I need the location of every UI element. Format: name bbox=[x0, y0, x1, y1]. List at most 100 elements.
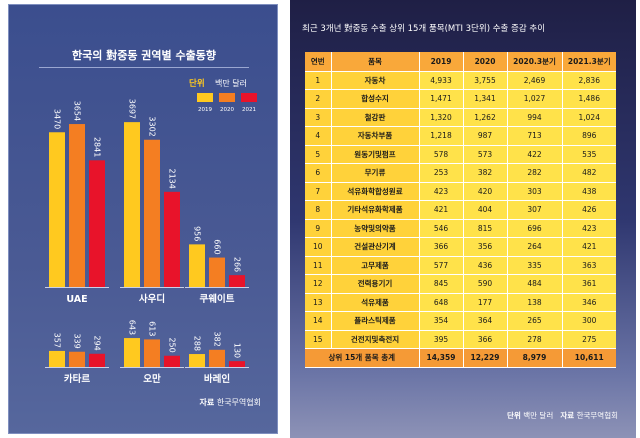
item-name: 철강판 bbox=[331, 108, 420, 127]
export-items-table: 연번 품목 2019 2020 2020.3분기 2021.3분기 1 자동차 4,… bbox=[305, 52, 616, 368]
row-number: 5 bbox=[305, 145, 332, 164]
source-label: 자료 bbox=[560, 411, 575, 420]
total-value: 14,359 bbox=[419, 348, 464, 368]
bar bbox=[69, 351, 85, 367]
value-cell: 815 bbox=[463, 219, 508, 238]
value-cell: 713 bbox=[507, 126, 563, 146]
table-row: 6 무기류 253 382 282 482 bbox=[305, 163, 616, 183]
group-label: 쿠웨이트 bbox=[200, 293, 235, 305]
table-row: 13 석유제품 648 177 138 346 bbox=[305, 293, 616, 312]
row-number: 3 bbox=[305, 108, 332, 127]
row-number: 8 bbox=[305, 200, 332, 220]
value-cell: 436 bbox=[463, 256, 508, 275]
value-cell: 845 bbox=[419, 274, 464, 294]
value-cell: 423 bbox=[419, 182, 464, 201]
row-number: 12 bbox=[305, 274, 332, 294]
bar bbox=[164, 355, 180, 367]
value-cell: 253 bbox=[419, 163, 464, 183]
item-name: 건전지및축전지 bbox=[331, 330, 420, 349]
row-number: 14 bbox=[305, 311, 332, 331]
header-cell: 연번 bbox=[305, 52, 332, 72]
unit-label: 단위 bbox=[507, 411, 521, 420]
value-cell: 421 bbox=[419, 200, 464, 220]
bar bbox=[49, 132, 65, 287]
value-cell: 1,471 bbox=[419, 89, 464, 109]
bar-value-label: 130 bbox=[233, 343, 242, 358]
value-cell: 282 bbox=[507, 163, 563, 183]
table-wrapper: 연번 품목 2019 2020 2020.3분기 2021.3분기 1 자동차 4,… bbox=[305, 52, 616, 368]
bar-value-label: 660 bbox=[213, 239, 222, 254]
value-cell: 482 bbox=[562, 163, 616, 183]
value-cell: 421 bbox=[562, 237, 616, 257]
value-cell: 484 bbox=[507, 274, 563, 294]
item-name: 자동차부품 bbox=[331, 126, 420, 146]
item-name: 전력용기기 bbox=[331, 274, 420, 294]
bar-chart: 단위 백만 달러 2019 2020 2021 3470 3654 2841 UAE 3697 33… bbox=[45, 78, 257, 385]
value-cell: 896 bbox=[562, 126, 616, 146]
row-number: 11 bbox=[305, 256, 332, 275]
bar-value-label: 956 bbox=[193, 226, 202, 241]
value-cell: 361 bbox=[562, 274, 616, 294]
table-row: 7 석유화학합성원료 423 420 303 438 bbox=[305, 182, 616, 201]
value-cell: 1,024 bbox=[562, 108, 616, 127]
group-label: 오만 bbox=[143, 373, 161, 385]
row-number: 4 bbox=[305, 126, 332, 146]
bar bbox=[209, 349, 225, 367]
bar-value-label: 357 bbox=[53, 333, 62, 348]
legend-swatch bbox=[241, 93, 257, 102]
table-row: 2 합성수지 1,471 1,341 1,027 1,486 bbox=[305, 89, 616, 109]
value-cell: 177 bbox=[463, 293, 508, 312]
value-cell: 382 bbox=[463, 163, 508, 183]
bar-value-label: 3654 bbox=[73, 101, 82, 121]
bar bbox=[189, 244, 205, 287]
bar bbox=[124, 338, 140, 367]
row-number: 2 bbox=[305, 89, 332, 109]
table-row: 4 자동차부품 1,218 987 713 896 bbox=[305, 126, 616, 146]
value-cell: 438 bbox=[562, 182, 616, 201]
table-row: 5 원동기및펌프 578 573 422 535 bbox=[305, 145, 616, 164]
item-name: 기타석유화학제품 bbox=[331, 200, 420, 220]
left-chart-panel: 한국의 對중동 권역별 수출동향 단위 백만 달러 2019 2020 2021 3470… bbox=[8, 4, 278, 434]
row-number: 13 bbox=[305, 293, 332, 312]
value-cell: 366 bbox=[419, 237, 464, 257]
table-row: 3 철강판 1,320 1,262 994 1,024 bbox=[305, 108, 616, 127]
value-cell: 420 bbox=[463, 182, 508, 201]
bar-value-label: 643 bbox=[128, 320, 137, 335]
legend-label: 2020 bbox=[220, 107, 234, 113]
value-cell: 278 bbox=[507, 330, 563, 349]
table-header-row: 연번 품목 2019 2020 2020.3분기 2021.3분기 bbox=[305, 52, 616, 72]
value-cell: 303 bbox=[507, 182, 563, 201]
bar bbox=[144, 339, 160, 367]
table-footer: 단위 백만 달러 자료 한국무역협회 bbox=[507, 410, 618, 421]
value-cell: 307 bbox=[507, 200, 563, 220]
table-row: 12 전력용기기 845 590 484 361 bbox=[305, 274, 616, 294]
row-number: 9 bbox=[305, 219, 332, 238]
value-cell: 138 bbox=[507, 293, 563, 312]
legend-label: 2021 bbox=[242, 107, 256, 113]
bar-value-label: 613 bbox=[148, 321, 157, 336]
value-cell: 363 bbox=[562, 256, 616, 275]
right-table-panel: 최근 3개년 對중동 수출 상위 15개 품목(MTI 3단위) 수출 증감 추… bbox=[290, 0, 636, 438]
legend-swatch bbox=[219, 93, 235, 102]
item-name: 자동차 bbox=[331, 71, 420, 90]
value-cell: 1,027 bbox=[507, 89, 563, 109]
bar bbox=[229, 361, 245, 367]
header-cell: 2020.3분기 bbox=[507, 52, 563, 72]
value-cell: 275 bbox=[562, 330, 616, 349]
value-cell: 300 bbox=[562, 311, 616, 331]
value-cell: 2,469 bbox=[507, 71, 563, 90]
group-label: 카타르 bbox=[64, 373, 90, 385]
bar-value-label: 266 bbox=[233, 257, 242, 272]
item-name: 합성수지 bbox=[331, 89, 420, 109]
value-cell: 573 bbox=[463, 145, 508, 164]
group-label: 바레인 bbox=[204, 373, 230, 385]
row-number: 10 bbox=[305, 237, 332, 257]
table-row: 8 기타석유화학제품 421 404 307 426 bbox=[305, 200, 616, 220]
source-value: 한국무역협회 bbox=[576, 411, 618, 420]
value-cell: 1,262 bbox=[463, 108, 508, 127]
table-body: 1 자동차 4,933 3,755 2,469 2,836 2 합성수지 1,471 1,341 1… bbox=[305, 71, 616, 368]
unit-label: 단위 bbox=[189, 78, 205, 89]
bar bbox=[49, 350, 65, 367]
bar bbox=[229, 275, 245, 287]
item-name: 고무제품 bbox=[331, 256, 420, 275]
